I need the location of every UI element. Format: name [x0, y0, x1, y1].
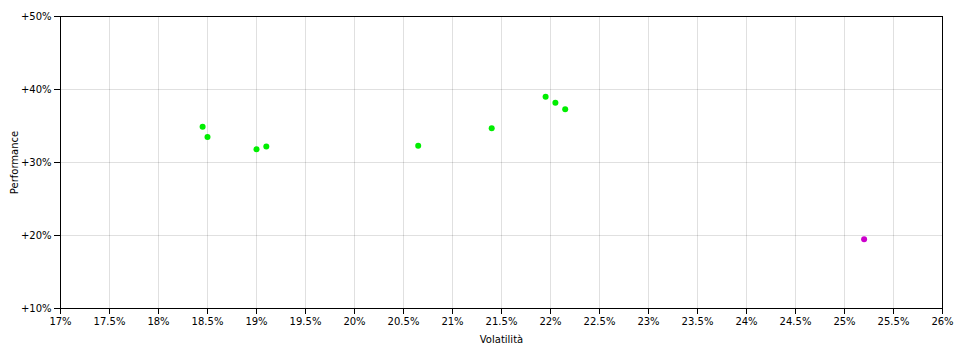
svg-text:+50%: +50%: [21, 11, 52, 22]
svg-text:24%: 24%: [735, 316, 757, 327]
svg-text:21.5%: 21.5%: [486, 316, 518, 327]
svg-text:21%: 21%: [441, 316, 463, 327]
svg-text:23%: 23%: [637, 316, 659, 327]
svg-text:20%: 20%: [343, 316, 365, 327]
svg-text:24.5%: 24.5%: [780, 316, 812, 327]
svg-text:18%: 18%: [147, 316, 169, 327]
svg-text:26%: 26%: [931, 316, 953, 327]
svg-text:Volatilità: Volatilità: [480, 334, 523, 345]
svg-text:19%: 19%: [245, 316, 267, 327]
svg-text:+40%: +40%: [21, 84, 52, 95]
svg-text:22%: 22%: [539, 316, 561, 327]
svg-text:+20%: +20%: [21, 230, 52, 241]
svg-text:+30%: +30%: [21, 157, 52, 168]
svg-text:Performance: Performance: [9, 131, 20, 194]
svg-text:17.5%: 17.5%: [94, 316, 126, 327]
svg-text:25%: 25%: [833, 316, 855, 327]
svg-text:25.5%: 25.5%: [878, 316, 910, 327]
svg-text:23.5%: 23.5%: [682, 316, 714, 327]
svg-text:20.5%: 20.5%: [388, 316, 420, 327]
svg-text:19.5%: 19.5%: [290, 316, 322, 327]
svg-text:18.5%: 18.5%: [192, 316, 224, 327]
svg-text:17%: 17%: [49, 316, 71, 327]
svg-text:22.5%: 22.5%: [584, 316, 616, 327]
svg-text:+10%: +10%: [21, 303, 52, 314]
